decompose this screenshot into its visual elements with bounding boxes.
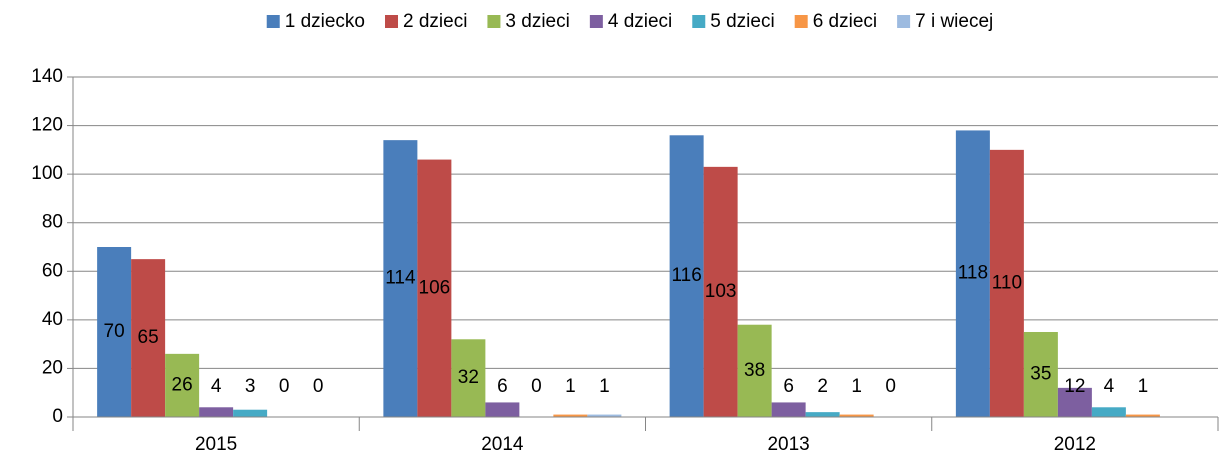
data-label: 116 xyxy=(671,265,701,286)
y-tick-label: 60 xyxy=(42,260,63,281)
data-label: 0 xyxy=(885,376,896,397)
legend-label: 5 dzieci xyxy=(710,11,774,32)
legend-label: 7 i wiecej xyxy=(915,11,993,32)
data-label: 3 xyxy=(245,376,256,397)
bar xyxy=(131,259,166,417)
x-tick-label: 2012 xyxy=(1054,434,1096,455)
bar xyxy=(805,412,840,417)
legend-swatch xyxy=(589,15,603,28)
bar xyxy=(1091,407,1126,417)
bar xyxy=(199,407,234,417)
bar xyxy=(737,324,772,417)
data-label: 70 xyxy=(104,321,125,342)
data-label: 32 xyxy=(458,367,479,388)
data-label: 26 xyxy=(172,374,193,395)
legend-label: 6 dzieci xyxy=(813,11,877,32)
bar xyxy=(587,414,622,417)
y-tick-label: 0 xyxy=(52,406,63,427)
data-label: 118 xyxy=(958,263,988,284)
y-tick-label: 120 xyxy=(31,115,63,136)
bar xyxy=(383,140,418,417)
data-label: 110 xyxy=(992,272,1022,293)
bar xyxy=(955,130,990,417)
legend-swatch xyxy=(266,15,280,28)
bar xyxy=(165,353,200,417)
bar xyxy=(553,414,588,417)
x-tick-label: 2015 xyxy=(195,434,237,455)
legend-label: 2 dzieci xyxy=(403,11,467,32)
bar xyxy=(771,402,806,417)
data-label: 6 xyxy=(783,376,794,397)
data-label: 6 xyxy=(497,376,508,397)
data-label: 106 xyxy=(419,277,451,298)
bar xyxy=(839,414,874,417)
data-label: 114 xyxy=(385,268,416,289)
data-label: 35 xyxy=(1030,364,1051,385)
bar xyxy=(485,402,520,417)
legend-swatch xyxy=(487,15,501,28)
bar xyxy=(669,135,704,418)
data-label: 1 xyxy=(599,376,610,397)
data-label: 1 xyxy=(1138,376,1149,397)
x-tick-label: 2013 xyxy=(767,434,809,455)
bar xyxy=(703,166,738,417)
y-tick-label: 140 xyxy=(31,66,63,87)
bar xyxy=(97,247,132,417)
data-label: 4 xyxy=(1104,376,1115,397)
y-tick-label: 80 xyxy=(42,212,63,233)
legend-label: 4 dzieci xyxy=(608,11,672,32)
legend-swatch xyxy=(692,15,706,28)
bar xyxy=(451,339,486,417)
data-label: 65 xyxy=(138,327,159,348)
y-tick-label: 100 xyxy=(31,163,63,184)
bar xyxy=(1057,387,1092,417)
data-label: 0 xyxy=(313,376,324,397)
legend-label: 1 dziecko xyxy=(285,11,365,32)
legend-swatch xyxy=(385,15,399,28)
y-tick-label: 40 xyxy=(42,309,63,330)
data-label: 0 xyxy=(279,376,290,397)
bar xyxy=(1023,332,1058,417)
data-label: 1 xyxy=(851,376,862,397)
data-label: 4 xyxy=(211,376,222,397)
x-tick-label: 2014 xyxy=(481,434,524,455)
y-tick-label: 20 xyxy=(42,357,63,378)
data-label: 38 xyxy=(744,360,765,381)
data-label: 1 xyxy=(565,376,576,397)
legend-label: 3 dzieci xyxy=(505,11,569,32)
bar xyxy=(1125,414,1160,417)
bar xyxy=(233,409,268,417)
data-label: 2 xyxy=(817,376,828,397)
data-label: 103 xyxy=(705,281,737,302)
legend-swatch xyxy=(794,15,808,28)
data-label: 0 xyxy=(531,376,542,397)
legend-swatch xyxy=(897,15,911,28)
bar xyxy=(417,159,452,418)
bar xyxy=(989,149,1024,417)
data-label: 12 xyxy=(1064,376,1085,397)
